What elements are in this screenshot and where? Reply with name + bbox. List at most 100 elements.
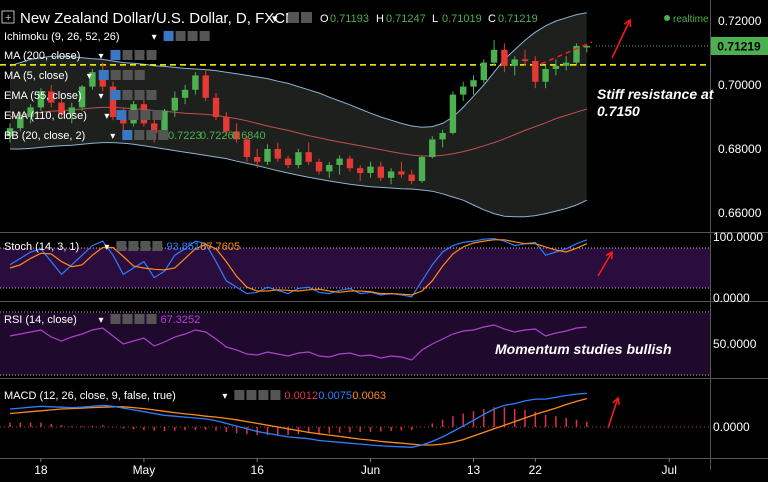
candle-body	[48, 91, 55, 103]
chart-title-dropdown-icon[interactable]: ▾	[272, 13, 278, 25]
candle-body	[171, 97, 178, 111]
indicator-control-icon[interactable]	[134, 90, 145, 100]
stoch-dropdown-icon[interactable]: ▾	[104, 242, 109, 253]
stoch-value: 87.7605	[200, 241, 240, 253]
candle-body	[346, 158, 354, 169]
stoch-control-icon[interactable]	[116, 241, 127, 251]
indicator-control-icon[interactable]	[134, 130, 145, 140]
candle-body	[284, 158, 292, 165]
indicator-value: 0.7226	[200, 130, 234, 142]
bullish-arrow-price-head	[623, 18, 632, 28]
rsi-value: 67.3252	[161, 314, 201, 326]
rsi-control-icon[interactable]	[146, 314, 157, 324]
stoch-d-line	[9, 239, 588, 296]
realtime-dot-icon	[664, 15, 670, 21]
candle-body	[429, 139, 436, 157]
stoch-tick-label: 0.0000	[713, 291, 750, 305]
collapse-toggle-glyph: +	[5, 12, 11, 24]
candle-body	[89, 72, 96, 87]
indicator-control-icon[interactable]	[158, 130, 169, 140]
ohlc-value: 0.71219	[498, 13, 538, 25]
candle-body	[212, 97, 220, 117]
macd-control-icon[interactable]	[270, 390, 281, 400]
indicator-dropdown-icon[interactable]: ▾	[110, 131, 115, 142]
candle-body	[58, 102, 65, 114]
candle-body	[264, 149, 271, 162]
visibility-icon[interactable]	[288, 12, 299, 23]
indicator-control-icon[interactable]	[122, 90, 133, 100]
rsi-control-icon[interactable]	[134, 314, 145, 324]
candle-body	[460, 86, 467, 95]
candle-body	[480, 62, 487, 81]
indicator-control-icon[interactable]	[146, 130, 157, 140]
candle-body	[418, 157, 426, 181]
indicator-control-icon[interactable]	[110, 70, 121, 80]
candle-body	[490, 49, 498, 63]
rsi-control-icon[interactable]	[110, 314, 121, 324]
bullish-arrow-price	[611, 19, 631, 59]
current-price-label: 0.71219	[717, 39, 761, 53]
candle-body	[37, 91, 45, 108]
indicator-control-icon[interactable]	[140, 110, 151, 120]
indicator-control-icon[interactable]	[146, 50, 157, 60]
macd-dropdown-icon[interactable]: ▾	[222, 391, 227, 402]
bollinger-upper-line	[9, 12, 587, 128]
indicator-control-icon[interactable]	[187, 31, 198, 41]
indicator-control-icon[interactable]	[146, 90, 157, 100]
candle-body	[367, 166, 374, 173]
indicator-control-icon[interactable]	[199, 31, 210, 41]
indicator-control-icon[interactable]	[116, 110, 127, 120]
candle-body	[470, 80, 477, 87]
indicator-dropdown-icon[interactable]: ▾	[104, 111, 109, 122]
indicator-control-icon[interactable]	[122, 70, 133, 80]
rsi-control-icon[interactable]	[122, 314, 133, 324]
stoch-control-icon[interactable]	[128, 241, 139, 251]
macd-signal-line	[9, 397, 587, 446]
ohlc-value: 0.71193	[330, 13, 369, 25]
indicator-control-icon[interactable]	[128, 110, 139, 120]
candle-body	[243, 139, 251, 157]
candle-body	[192, 75, 199, 90]
indicator-control-icon[interactable]	[98, 70, 109, 80]
rsi-tick-label: 50.0000	[713, 337, 757, 351]
macd-tick-label: 0.0000	[713, 420, 750, 434]
candle-body	[161, 110, 168, 133]
bullish-arrow-macd-head	[612, 396, 620, 406]
macd-control-icon[interactable]	[246, 390, 257, 400]
candle-body	[78, 86, 86, 108]
indicator-control-icon[interactable]	[134, 70, 145, 80]
indicator-control-icon[interactable]	[122, 50, 133, 60]
indicator-value: 0.6840	[232, 130, 266, 142]
macd-control-icon[interactable]	[258, 390, 269, 400]
stoch-control-icon[interactable]	[140, 241, 151, 251]
candle-body	[151, 123, 158, 133]
indicator-dropdown-icon[interactable]: ▾	[152, 32, 157, 43]
x-tick-label: Jun	[361, 463, 380, 477]
stoch-control-icon[interactable]	[152, 241, 163, 251]
indicator-dropdown-icon[interactable]: ▾	[99, 91, 104, 102]
indicator-control-icon[interactable]	[110, 50, 121, 60]
settings-icon[interactable]	[301, 12, 312, 23]
bollinger-fill	[10, 12, 587, 217]
indicator-control-icon[interactable]	[152, 110, 163, 120]
rsi-dropdown-icon[interactable]: ▾	[99, 315, 104, 326]
candle-body	[326, 165, 333, 172]
indicator-control-icon[interactable]	[175, 31, 186, 41]
indicator-control-icon[interactable]	[163, 31, 174, 41]
candle-body	[377, 166, 384, 178]
collapse-toggle-icon[interactable]	[1, 10, 15, 24]
price-tick-label: 0.68000	[718, 142, 762, 156]
resistance-annotation-line2: 0.7150	[597, 103, 640, 119]
ema-line	[9, 106, 587, 157]
stoch-value: 93.8510	[166, 241, 206, 253]
macd-control-icon[interactable]	[234, 390, 245, 400]
candle-body	[532, 61, 539, 82]
indicator-control-icon[interactable]	[122, 130, 133, 140]
candle-body	[315, 161, 323, 172]
indicator-control-icon[interactable]	[110, 90, 121, 100]
indicator-dropdown-icon[interactable]: ▾	[99, 51, 104, 62]
stoch-band	[0, 248, 710, 288]
indicator-control-icon[interactable]	[134, 50, 145, 60]
indicator-dropdown-icon[interactable]: ▾	[87, 71, 92, 82]
